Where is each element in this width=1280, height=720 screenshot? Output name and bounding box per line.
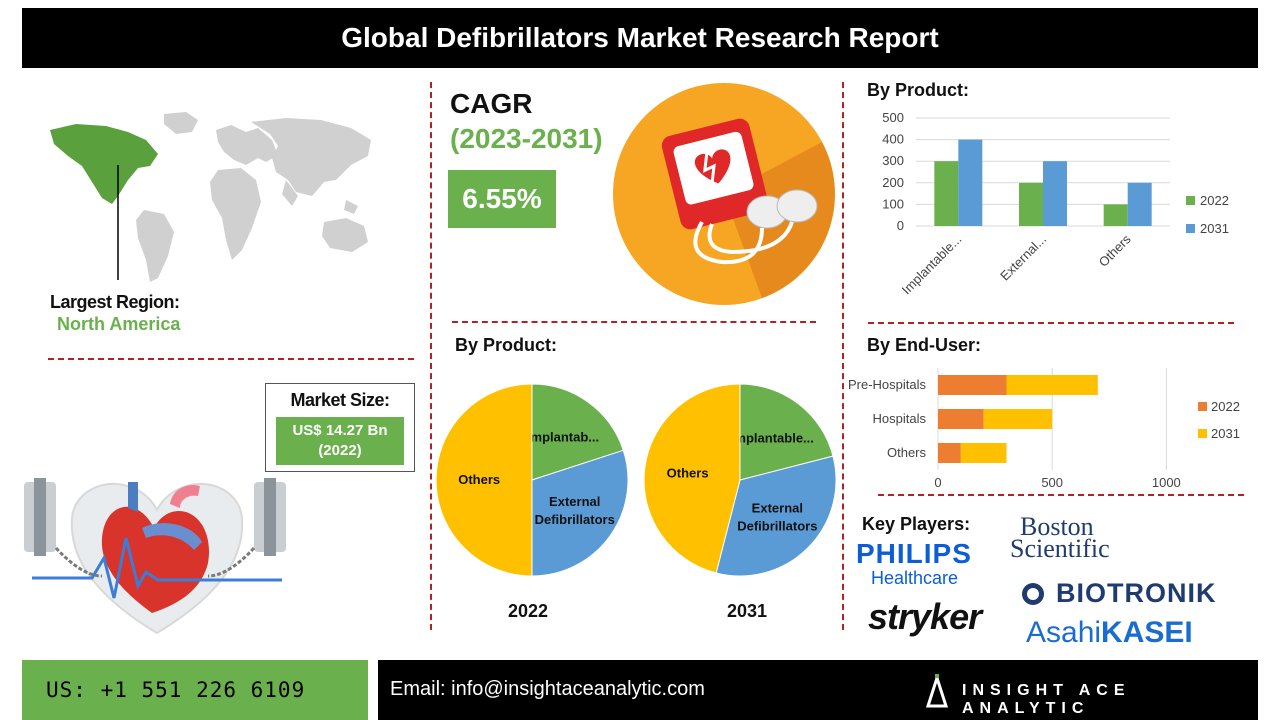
- pie-label: Defibrillators: [737, 518, 817, 533]
- pie-chart-2022: Implantab... External Defibrillators Others: [435, 383, 629, 577]
- enduser-bar-chart: 0 500 1000 Pre-Hospitals Hospitals Others 2022…: [848, 368, 1240, 490]
- bar-2022-1: [938, 409, 984, 429]
- pie-label: Defibrillators: [535, 512, 615, 527]
- pie-slice-2: [435, 383, 533, 577]
- pie-slice-2: [643, 383, 741, 574]
- divider-product: [868, 322, 1234, 324]
- pie-section-title: By Product:: [455, 335, 558, 355]
- bar-2031-2: [960, 443, 1007, 463]
- bar-2022-2: [1103, 204, 1128, 226]
- y-tick-label: 500: [882, 110, 904, 125]
- market-size-year: (2022): [318, 442, 362, 459]
- y-tick-label: Pre-Hospitals: [848, 377, 927, 392]
- bar-2022-1: [1019, 182, 1043, 226]
- legend-label: 2022: [1211, 399, 1240, 414]
- market-size-amount: US$ 14.27 Bn: [292, 422, 388, 439]
- pie-slice-0: [531, 383, 624, 481]
- footer-phone[interactable]: US: +1 551 226 6109: [22, 660, 368, 720]
- pie-label: Implantab...: [527, 429, 599, 444]
- cagr-title: CAGR: [450, 88, 533, 119]
- pie-slice-1: [715, 455, 837, 577]
- market-size-value: US$ 14.27 Bn (2022): [276, 417, 404, 465]
- world-map-icon: [50, 112, 371, 282]
- philips-healthcare-text: Healthcare: [871, 568, 959, 588]
- x-tick-label: Others: [1096, 231, 1135, 270]
- divider-cagr: [452, 321, 816, 323]
- footer-bar: Email: info@insightaceanalytic.com INSIG…: [378, 660, 1258, 720]
- pie-label: External: [549, 494, 600, 509]
- pie-chart-2031: Implantable... External Defibrillators Othe…: [643, 383, 837, 577]
- pie-2022-year: 2022: [508, 601, 549, 621]
- divider-right: [842, 82, 844, 630]
- pie-label: Others: [458, 472, 500, 487]
- page-title: Global Defibrillators Market Research Re…: [22, 8, 1258, 68]
- boston-text: Boston: [1020, 512, 1094, 541]
- largest-region-value: North America: [57, 314, 181, 334]
- legend-label: 2031: [1200, 221, 1229, 236]
- pie-label: External: [752, 500, 803, 515]
- boston-scientific-logo: Boston Scientific: [1010, 512, 1110, 562]
- insight-ace-logo-icon: [926, 674, 948, 708]
- bar-2022-2: [938, 443, 961, 463]
- y-tick-label: 300: [882, 153, 904, 168]
- biotronik-emblem-icon: [1022, 583, 1044, 605]
- pie-label: Others: [667, 465, 709, 480]
- x-tick-label: External...: [997, 232, 1049, 284]
- legend-swatch: [1186, 224, 1195, 233]
- pie-slice-1: [531, 449, 629, 577]
- heart-defibrillator-icon: [24, 478, 286, 635]
- market-size-box: Market Size: US$ 14.27 Bn (2022): [265, 383, 415, 472]
- aed-device-icon: [613, 83, 835, 305]
- asahi-text: Asahi: [1026, 616, 1102, 649]
- cagr-years: (2023-2031): [450, 123, 603, 154]
- bar-2031-0: [1006, 375, 1098, 395]
- divider-enduser: [878, 494, 1244, 496]
- asahi-kasei-logo: AsahiKASEI: [1026, 616, 1193, 650]
- bar-2022-0: [934, 161, 959, 226]
- legend-label: 2022: [1200, 193, 1229, 208]
- cagr-value: 6.55%: [448, 170, 556, 228]
- stryker-logo: stryker: [868, 596, 982, 637]
- enduser-chart-title: By End-User:: [867, 335, 982, 355]
- product-bar-chart: 0 100 200 300 400 500 Implantable... External..…: [882, 110, 1229, 298]
- footer-brand: INSIGHT ACE ANALYTIC: [962, 682, 1131, 717]
- kasei-text: KASEI: [1101, 616, 1193, 649]
- legend-swatch: [1186, 196, 1195, 205]
- biotronik-logo: BIOTRONIK: [1056, 578, 1217, 608]
- bar-2031-1: [1043, 161, 1067, 226]
- largest-region-label: Largest Region:: [50, 292, 180, 312]
- y-tick-label: 0: [897, 218, 904, 233]
- y-tick-label: Hospitals: [873, 411, 927, 426]
- x-tick-label: Implantable...: [899, 232, 965, 298]
- scientific-text: Scientific: [1010, 534, 1110, 563]
- pie-slice-0: [739, 383, 834, 481]
- bar-2031-2: [1127, 182, 1152, 226]
- product-chart-title: By Product:: [867, 80, 970, 100]
- key-players-label: Key Players:: [862, 514, 971, 534]
- y-tick-label: 200: [882, 175, 904, 190]
- footer-email[interactable]: Email: info@insightaceanalytic.com: [390, 678, 705, 700]
- x-tick-label: 500: [1041, 475, 1063, 490]
- x-tick-label: 0: [934, 475, 941, 490]
- y-tick-label: 100: [882, 196, 904, 211]
- legend-swatch: [1198, 402, 1207, 411]
- pie-label: Implantable...: [731, 430, 814, 445]
- y-tick-label: 400: [882, 132, 904, 147]
- pie-2031-year: 2031: [727, 601, 768, 621]
- philips-logo: PHILIPS: [856, 538, 972, 569]
- legend-label: 2031: [1211, 426, 1240, 441]
- divider-left: [430, 82, 432, 630]
- bar-2022-0: [938, 375, 1007, 395]
- bar-2031-1: [983, 409, 1053, 429]
- x-tick-label: 1000: [1152, 475, 1181, 490]
- bar-2031-0: [958, 139, 983, 226]
- legend-swatch: [1198, 429, 1207, 438]
- market-size-label: Market Size:: [290, 390, 390, 410]
- divider-region: [48, 358, 414, 360]
- y-tick-label: Others: [887, 445, 927, 460]
